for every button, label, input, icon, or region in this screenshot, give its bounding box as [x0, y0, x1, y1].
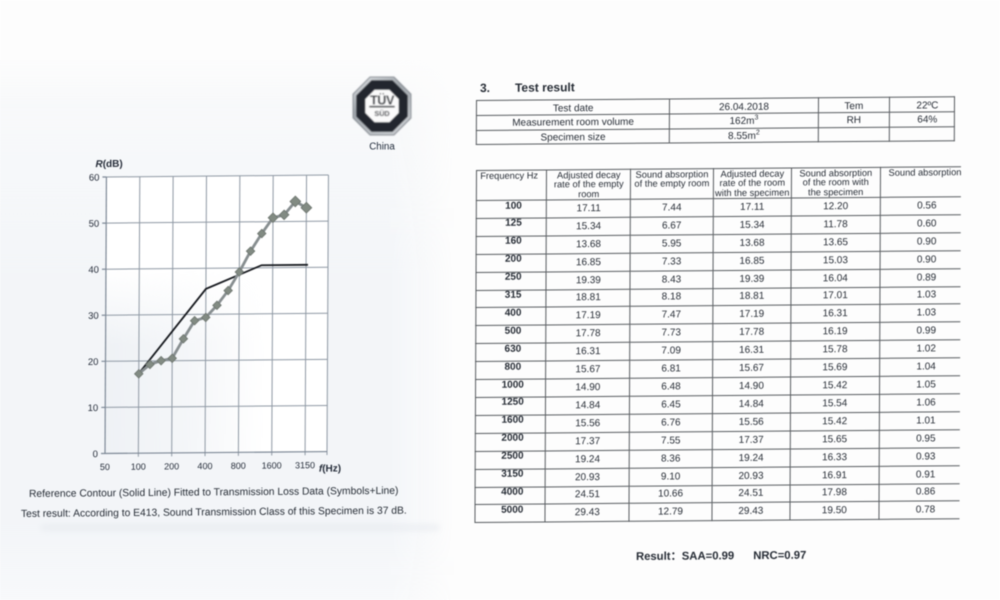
svg-text:10: 10 [88, 403, 99, 414]
svg-text:20: 20 [88, 357, 99, 368]
svg-text:0: 0 [93, 449, 98, 460]
svg-text:60: 60 [89, 173, 100, 184]
svg-text:R(dB): R(dB) [95, 159, 122, 170]
svg-text:400: 400 [197, 461, 212, 471]
svg-text:100: 100 [131, 462, 146, 472]
svg-text:f(Hz): f(Hz) [319, 463, 341, 474]
svg-text:SÜD: SÜD [374, 109, 389, 118]
svg-text:3150: 3150 [295, 460, 315, 470]
svg-text:40: 40 [88, 265, 99, 276]
svg-text:50: 50 [89, 219, 100, 230]
svg-text:TÜV: TÜV [370, 92, 395, 107]
svg-text:China: China [369, 141, 395, 152]
svg-text:50: 50 [100, 462, 110, 472]
svg-text:30: 30 [88, 311, 99, 322]
svg-text:200: 200 [164, 461, 179, 471]
svg-text:1600: 1600 [262, 460, 282, 470]
svg-text:800: 800 [231, 461, 246, 471]
